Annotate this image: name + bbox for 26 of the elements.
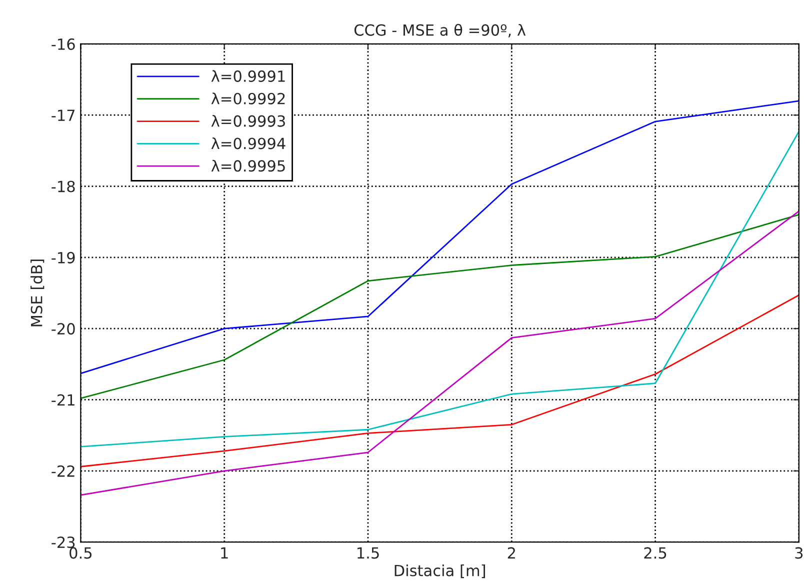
y-tick-label: -18 xyxy=(52,180,75,192)
line-series xyxy=(80,214,799,400)
line-series xyxy=(80,130,799,448)
y-tick-label: -22 xyxy=(52,465,74,477)
y-tick-label: -21 xyxy=(52,394,74,406)
line-series xyxy=(80,294,799,468)
y-tick-label: -23 xyxy=(52,536,75,548)
x-tick-label: 2.5 xyxy=(644,547,666,559)
y-tick-label: -19 xyxy=(52,252,75,264)
y-tick-label: -17 xyxy=(52,110,75,121)
x-tick-label: 1.5 xyxy=(358,547,379,559)
y-tick-label: -16 xyxy=(52,38,75,50)
legend-label: λ=0.9995 xyxy=(211,160,285,172)
legend-label: λ=0.9993 xyxy=(211,115,285,127)
x-tick-label: 2 xyxy=(508,547,515,559)
x-tick-label: 0.5 xyxy=(70,547,92,559)
chart-title: CCG - MSE a θ =90º, λ xyxy=(354,24,526,38)
y-tick-label: -20 xyxy=(52,323,75,335)
x-tick-label: 1 xyxy=(221,547,228,559)
legend-label: λ=0.9992 xyxy=(211,92,285,104)
x-axis-title: Distacia [m] xyxy=(394,564,485,578)
legend-label: λ=0.9991 xyxy=(211,70,285,82)
line-series xyxy=(80,210,799,496)
y-axis-title: MSE [dB] xyxy=(30,260,44,326)
legend-label: λ=0.9994 xyxy=(211,137,286,150)
x-tick-label: 3 xyxy=(795,547,803,559)
